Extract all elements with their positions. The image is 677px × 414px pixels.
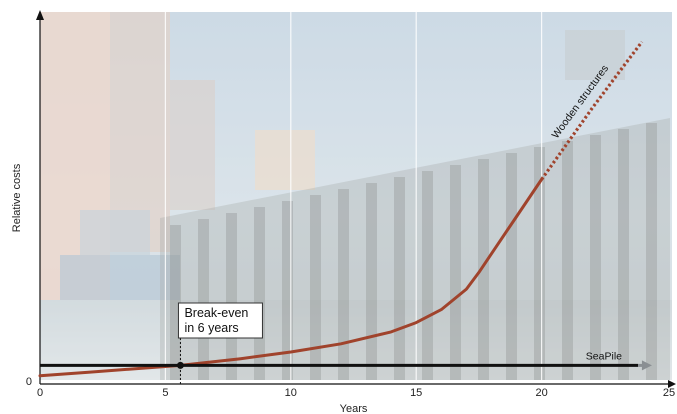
x-tick-label: 0 xyxy=(37,387,43,399)
piling xyxy=(338,189,349,380)
piling xyxy=(562,141,573,380)
tick-labels: 0 5 10 15 20 25 0 xyxy=(26,376,675,399)
y-axis-label: Relative costs xyxy=(11,163,23,232)
piling xyxy=(534,147,545,380)
annotation-line-1: Break-even xyxy=(184,306,248,320)
x-tick-label: 15 xyxy=(410,387,422,399)
annotation-line-2: in 6 years xyxy=(184,321,238,335)
piling xyxy=(422,171,433,380)
piling xyxy=(310,195,321,380)
piling xyxy=(170,225,181,380)
x-axis-arrow xyxy=(668,380,676,388)
piling xyxy=(450,165,461,380)
wooden-structures-line-dotted xyxy=(540,40,644,181)
piling xyxy=(282,201,293,380)
piling xyxy=(226,213,237,380)
piling xyxy=(590,135,601,380)
piling xyxy=(618,129,629,380)
x-tick-label: 5 xyxy=(162,387,168,399)
y-axis-arrow xyxy=(36,10,44,20)
x-tick-label: 25 xyxy=(663,387,675,399)
break-even-annotation: Break-even in 6 years xyxy=(176,302,263,384)
piling xyxy=(646,123,657,380)
x-tick-label: 10 xyxy=(285,387,297,399)
break-even-point xyxy=(176,361,184,369)
y-tick-label: 0 xyxy=(26,376,32,388)
x-tick-label: 20 xyxy=(535,387,547,399)
seapile-arrowhead xyxy=(641,360,652,371)
piling xyxy=(366,183,377,380)
piling xyxy=(506,153,517,380)
piling xyxy=(394,177,405,380)
x-axis-label: Years xyxy=(340,403,368,414)
seapile-label: SeaPile xyxy=(586,350,622,362)
wooden-structures-line-solid xyxy=(38,177,544,378)
background-photo xyxy=(40,12,672,380)
axes xyxy=(36,10,676,388)
piling xyxy=(478,159,489,380)
piling xyxy=(254,207,265,380)
annotation-box xyxy=(177,302,263,339)
piling xyxy=(198,219,209,380)
